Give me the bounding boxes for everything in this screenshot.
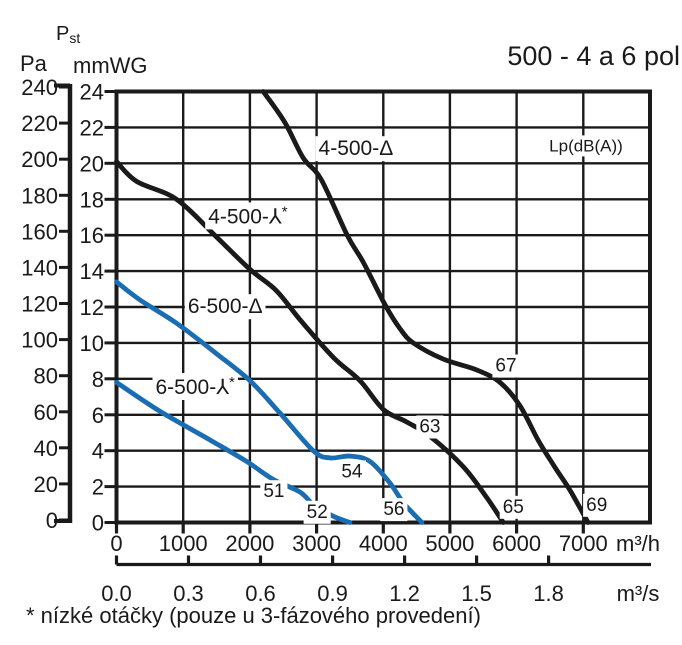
db-label-63-bg: [416, 415, 444, 439]
pst-main: P: [56, 23, 70, 45]
pa-tick-label: 20: [34, 472, 58, 497]
x-tick-label: 5000: [425, 531, 474, 556]
secondary-tick-label: 0.6: [245, 581, 276, 606]
pa-axis-title: Pa: [20, 51, 47, 76]
secondary-tick-label: 1.8: [533, 581, 564, 606]
pa-tick-label: 100: [21, 328, 58, 353]
db-label-65: 65: [503, 497, 524, 518]
db-label-54-bg: [338, 460, 366, 484]
secondary-tick-label: 0.0: [101, 581, 132, 606]
x-tick-label: 2000: [225, 531, 274, 556]
db-label-52-bg: [303, 500, 331, 524]
db-label-67-bg: [492, 354, 520, 378]
curve-label-6-500-star-bg: [152, 373, 238, 400]
lp-dba-note-bg: [546, 135, 626, 157]
pa-tick-label: 140: [21, 255, 58, 280]
curve-label-4-500-delta: 4-500-Δ: [319, 137, 394, 160]
pa-tick-label: 200: [21, 147, 58, 172]
pa-tick-label: 160: [21, 219, 58, 244]
plot-frame: [114, 89, 652, 525]
db-label-65-bg: [499, 495, 527, 519]
curve-label-6-500-star: 6-500-⅄*: [156, 374, 236, 399]
curve-label-4-500-star: 4-500-⅄*: [208, 203, 288, 228]
db-label-69-bg: [583, 493, 611, 517]
mmwg-tick-label: 8: [92, 367, 104, 392]
pa-tick-label: 180: [21, 183, 58, 208]
curve-label-6-500-delta-bg: [184, 294, 266, 320]
x-tick-label: 6000: [492, 531, 541, 556]
db-label-63: 63: [419, 417, 440, 438]
mmwg-tick-label: 24: [80, 80, 104, 105]
mmwg-tick-label: 18: [80, 187, 104, 212]
curve-label-4-500-delta-bg: [315, 136, 397, 162]
secondary-tick-label: 1.5: [461, 581, 492, 606]
db-label-56: 56: [383, 499, 404, 520]
curve-4-500-delta: [260, 89, 591, 525]
x-axis-unit: m³/h: [616, 531, 660, 556]
mmwg-tick-label: 20: [80, 151, 104, 176]
pa-tick-label: 240: [21, 75, 58, 100]
db-label-51-bg: [260, 480, 288, 504]
secondary-tick-label: 0.9: [317, 581, 348, 606]
x-tick-label: 4000: [359, 531, 408, 556]
lp-dba-note: Lp(dB(A)): [549, 136, 623, 155]
pst-subscript: st: [69, 30, 81, 46]
mmwg-tick-label: 4: [92, 439, 104, 464]
x-tick-label: 3000: [292, 531, 341, 556]
curve-4-500-star: [114, 159, 506, 525]
mmwg-tick-label: 12: [80, 295, 104, 320]
db-label-67: 67: [495, 356, 516, 377]
mmwg-tick-label: 2: [92, 475, 104, 500]
pa-tick-label: 120: [21, 292, 58, 317]
pa-tick-label: 0: [46, 508, 58, 533]
mmwg-tick-label: 14: [80, 259, 104, 284]
mmwg-tick-label: 0: [92, 511, 104, 536]
mmwg-tick-label: 16: [80, 223, 104, 248]
curve-label-4-500-star-bg: [205, 202, 291, 230]
db-label-54: 54: [341, 461, 363, 482]
pa-tick-label: 60: [34, 400, 58, 425]
static-pressure-symbol: Pst: [56, 23, 80, 46]
footnote: * nízké otáčky (pouze u 3-fázového prove…: [26, 603, 481, 628]
pa-tick-label: 40: [34, 436, 58, 461]
pa-tick-label: 80: [34, 364, 58, 389]
db-label-56-bg: [380, 498, 408, 522]
x-tick-label: 0: [110, 531, 122, 556]
pa-tick-label: 220: [21, 111, 58, 136]
mmwg-axis-title: mmWG: [73, 53, 148, 78]
db-label-51: 51: [263, 481, 284, 502]
secondary-tick-label: 1.2: [389, 581, 420, 606]
curve-label-6-500-delta: 6-500-Δ: [188, 295, 263, 318]
mmwg-tick-label: 10: [80, 331, 104, 356]
x-tick-label: 7000: [559, 531, 608, 556]
db-label-52: 52: [307, 502, 328, 523]
curve-6-500-delta: [114, 279, 425, 525]
mmwg-tick-label: 6: [92, 403, 104, 428]
db-label-69: 69: [586, 495, 607, 516]
x-tick-label: 1000: [159, 531, 208, 556]
mmwg-tick-label: 22: [80, 115, 104, 140]
secondary-tick-label: 0.3: [173, 581, 204, 606]
chart-title: 500 - 4 a 6 pol: [507, 41, 680, 71]
secondary-axis-unit: m³/s: [617, 581, 660, 606]
